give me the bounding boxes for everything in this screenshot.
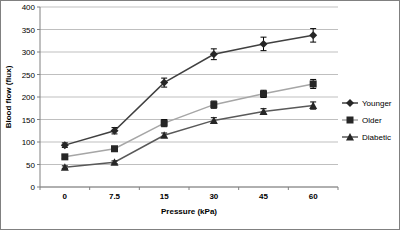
x-tick-separator — [139, 187, 140, 190]
point — [260, 90, 267, 97]
plot-area — [61, 29, 317, 171]
y-axis-title: Blood flow (flux) — [4, 65, 13, 128]
x-tick-label: 45 — [259, 192, 268, 201]
x-tick-separator — [288, 187, 289, 190]
y-tick-label: 250 — [22, 71, 36, 80]
point — [260, 107, 268, 115]
error-bar — [310, 79, 316, 88]
series-line — [65, 106, 313, 168]
y-tick-label: 0 — [31, 183, 36, 192]
point — [111, 158, 119, 166]
error-bar — [261, 37, 267, 51]
x-axis-title: Pressure (kPa) — [161, 207, 217, 216]
x-tick-separator — [238, 187, 239, 190]
y-tick-label: 150 — [22, 116, 36, 125]
point — [111, 127, 119, 135]
grid-line — [40, 52, 338, 53]
point — [210, 50, 218, 58]
chart: 0 50 100 150 200 250 300 350 400 0 7.5 15 30 45 60 Pres… — [0, 0, 400, 230]
grid-line — [40, 142, 338, 143]
point — [210, 116, 218, 124]
x-tick-separator — [338, 187, 339, 190]
x-tick-label: 15 — [160, 192, 169, 201]
grid-line — [40, 97, 338, 98]
error-bar — [211, 101, 217, 108]
y-axis — [40, 7, 41, 187]
grid-line — [40, 7, 338, 8]
error-bar — [161, 120, 167, 127]
y-tick-label: 200 — [22, 93, 36, 102]
grid-line — [40, 74, 338, 75]
legend-label: Older — [362, 116, 382, 125]
grid-line — [40, 29, 338, 30]
point — [309, 102, 317, 110]
y-tick-label: 300 — [22, 48, 36, 57]
error-bar — [161, 78, 167, 87]
point — [210, 101, 217, 108]
point — [160, 131, 168, 139]
x-tick-label: 0 — [63, 192, 68, 201]
point — [111, 145, 118, 152]
x-tick-separator — [189, 187, 190, 190]
x-tick-separator — [40, 187, 41, 190]
error-bar — [261, 90, 267, 97]
x-tick-label: 7.5 — [109, 192, 121, 201]
point — [61, 153, 68, 160]
y-tick-label: 350 — [22, 26, 36, 35]
point — [160, 79, 168, 87]
legend-marker — [346, 99, 354, 107]
point — [161, 120, 168, 127]
point — [309, 31, 317, 39]
error-bar — [310, 102, 316, 109]
point — [260, 40, 268, 48]
x-tick-separator — [89, 187, 90, 190]
legend-marker — [346, 133, 354, 141]
legend-marker — [347, 117, 354, 124]
error-bar — [112, 128, 118, 134]
point — [61, 141, 69, 149]
error-bar — [310, 29, 316, 42]
error-bar — [211, 49, 217, 60]
point — [310, 80, 317, 87]
legend-label: Younger — [362, 99, 392, 108]
y-tick-label: 100 — [22, 138, 36, 147]
point — [61, 163, 69, 171]
series-line — [65, 35, 313, 145]
y-tick-label: 400 — [22, 3, 36, 12]
grid-line — [40, 119, 338, 120]
frame — [1, 1, 400, 230]
legend-label: Diabetic — [362, 133, 391, 142]
y-tick-label: 50 — [26, 161, 35, 170]
x-tick-label: 60 — [309, 192, 318, 201]
x-tick-label: 30 — [209, 192, 218, 201]
series-line — [65, 84, 313, 157]
legend: Younger Older Diabetic — [342, 99, 392, 142]
